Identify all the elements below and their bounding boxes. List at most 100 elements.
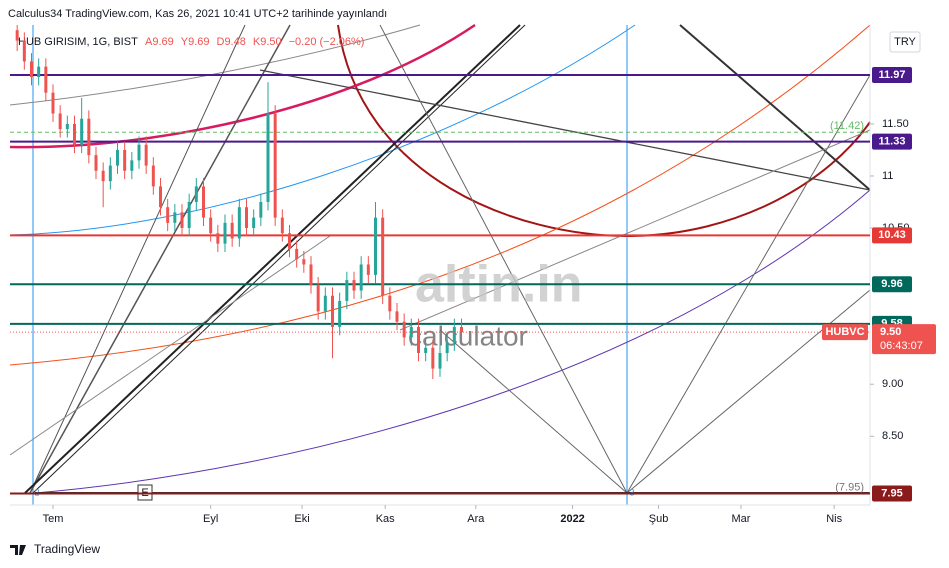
candle-body [460, 326, 463, 333]
candle-body [345, 280, 349, 301]
candle-body [374, 217, 377, 275]
trend-line [32, 24, 526, 494]
point-label: 2 [34, 487, 39, 497]
candle-body [123, 149, 127, 171]
candle-body [137, 144, 141, 161]
candle-body [80, 118, 84, 145]
last-price-label: 9.50 [880, 326, 901, 338]
trend-line [679, 24, 871, 191]
candle-body [288, 233, 291, 249]
candle-body [409, 326, 413, 338]
candle-body [445, 342, 449, 353]
candle-body [58, 113, 62, 130]
candle-body [187, 202, 191, 229]
level-box [872, 485, 912, 502]
point-label: 3 [629, 487, 634, 497]
candle-body [202, 186, 205, 218]
candle-body [259, 202, 263, 218]
trend-line [9, 235, 331, 456]
brand: TradingView [34, 542, 100, 556]
x-tick-label: Kas [376, 513, 395, 525]
candle-body [424, 347, 428, 353]
candle-body [352, 280, 356, 291]
candle-body [101, 170, 105, 182]
level-box [872, 276, 912, 293]
candle-body [30, 61, 33, 78]
candle-body [87, 118, 91, 156]
candle-body [166, 207, 170, 223]
x-tick-label: 2022 [560, 513, 584, 525]
candle-body [22, 40, 26, 62]
ohlc-value: K9.50 [253, 36, 282, 48]
candle-body [431, 347, 435, 369]
last-price-countdown: 06:43:07 [880, 340, 923, 352]
candle-body [381, 217, 385, 296]
symbol: HUB GIRISIM, 1G, BIST [18, 36, 138, 48]
trend-line [626, 289, 871, 494]
candle-body [73, 123, 76, 145]
currency[interactable]: TRY [894, 36, 916, 48]
candle-body [151, 165, 155, 187]
last-price-name-box [822, 324, 868, 341]
candle-body [173, 212, 177, 223]
level-label: 9.96 [881, 278, 902, 290]
watermark: calculator [408, 320, 528, 351]
candle-body [245, 207, 248, 229]
candle-body [266, 113, 270, 203]
candle-body [144, 144, 148, 166]
candle-body [452, 326, 456, 343]
x-tick-label: Nis [826, 513, 842, 525]
level-label: 11.33 [879, 136, 906, 148]
candle-body [331, 295, 334, 327]
candle-body [159, 186, 162, 208]
candle-body [108, 165, 112, 182]
arc [9, 23, 476, 149]
x-tick-label: Eyl [203, 513, 218, 525]
candle-body [323, 295, 327, 312]
trend-line [29, 24, 246, 494]
trend-line [259, 69, 871, 191]
ohlc-value: D9.48 [217, 36, 246, 48]
candle-body [44, 66, 48, 93]
candle-body [366, 264, 370, 275]
arc [9, 24, 871, 366]
level-box [872, 133, 912, 150]
arc [9, 24, 636, 236]
candle-body [388, 295, 392, 312]
x-tick-label: Ara [467, 513, 485, 525]
trend-line [439, 329, 628, 494]
candle-body [316, 285, 320, 312]
candle-body [209, 217, 213, 234]
candle-body [417, 326, 420, 353]
candle-body [130, 160, 134, 171]
candle-body [223, 222, 227, 244]
last-price-box [872, 324, 936, 355]
arc [9, 24, 421, 106]
candle-body [237, 207, 241, 239]
candle-body [438, 352, 442, 369]
x-tick-label: Şub [649, 513, 669, 525]
currency-box[interactable] [889, 31, 921, 53]
candle-body [116, 149, 119, 166]
y-tick-label: 11.50 [882, 118, 909, 130]
x-tick-label: Eki [294, 513, 309, 525]
candle-body [395, 311, 399, 322]
candle-body [51, 92, 55, 114]
ohlc-value: −0.20 (−2.06%) [289, 36, 365, 48]
candle-body [94, 155, 98, 171]
published-note: Calculus34 TradingView.com, Kas 26, 2021… [8, 8, 387, 20]
x-tick-label: Mar [732, 513, 751, 525]
candle-body [216, 233, 220, 244]
brand-logo [10, 545, 26, 555]
candle-body [65, 123, 69, 130]
x-tick-label: Tem [43, 513, 64, 525]
candle-body [37, 66, 41, 78]
ohlc-value: A9.69 [145, 36, 174, 48]
candle-body [295, 248, 299, 260]
trend-line [399, 129, 871, 331]
event-marker [137, 484, 153, 501]
y-tick-label: 11 [882, 170, 893, 182]
level-label: 10.43 [878, 229, 906, 241]
trend-line [29, 24, 291, 494]
